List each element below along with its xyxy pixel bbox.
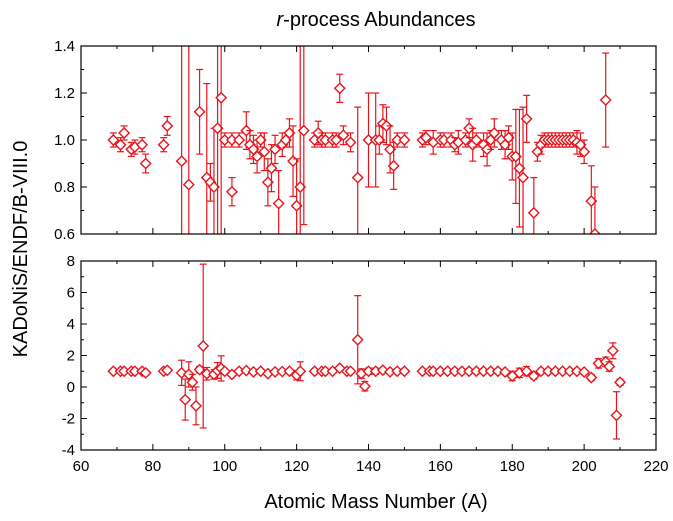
data-point: [118, 126, 131, 139]
data-point: [283, 365, 296, 378]
panel-top: 0.6 0.8 1.0 1.2 1.4: [54, 38, 657, 243]
data-point: [491, 365, 504, 378]
data-point: [517, 171, 530, 184]
data-point: [197, 340, 210, 353]
y-tick-label: 4: [67, 316, 75, 333]
data-point: [157, 138, 170, 151]
chart-title: r-process Abundances: [276, 9, 475, 31]
panel-frame: [80, 260, 657, 451]
data-point: [161, 364, 174, 377]
data-point: [387, 159, 400, 172]
data-point: [610, 409, 623, 422]
data-point: [186, 376, 199, 389]
data-point: [258, 145, 271, 158]
data-series: [107, 263, 627, 440]
data-point: [200, 367, 213, 380]
y-tick-label: 2: [67, 348, 75, 365]
y-axis-title: KADoNiS/ENDF/B-VIII.0: [10, 141, 32, 358]
y-tick-label: 1.0: [54, 132, 75, 149]
data-point: [265, 162, 278, 175]
y-tick-label: 1.4: [54, 38, 75, 55]
y-tick-label: 0.6: [54, 226, 75, 243]
data-point: [139, 157, 152, 170]
data-point: [599, 94, 612, 107]
data-point: [520, 365, 533, 378]
x-axis-title: Atomic Mass Number (A): [264, 491, 487, 513]
x-tick-label: 180: [500, 458, 525, 475]
data-point: [297, 124, 310, 137]
data-point: [215, 91, 228, 104]
data-series: [107, 46, 612, 234]
data-point: [193, 105, 206, 118]
data-point: [420, 131, 432, 144]
data-point: [351, 171, 364, 184]
data-point: [520, 112, 533, 125]
data-point: [294, 365, 307, 378]
x-tick-label: 200: [572, 458, 597, 475]
data-point: [351, 333, 364, 346]
x-tick-label: 140: [356, 458, 381, 475]
data-point: [614, 376, 627, 389]
x-tick-label: 60: [73, 458, 90, 475]
chart-title-italic: r: [276, 9, 284, 31]
x-tick-label: 100: [212, 458, 237, 475]
data-point: [179, 393, 192, 406]
chart-title-rest: -process Abundances: [283, 9, 475, 31]
y-tick-label: 8: [67, 253, 75, 270]
data-point: [139, 366, 152, 379]
x-tick-label: 160: [428, 458, 453, 475]
data-point: [114, 138, 127, 151]
panel-bottom: -4 -2 0 2 4 6 8: [62, 253, 657, 459]
data-point: [398, 365, 411, 378]
data-point: [337, 129, 350, 142]
data-point: [182, 178, 195, 191]
y-tick-label: 0: [67, 379, 75, 396]
y-tick-label: -4: [62, 442, 75, 459]
data-point: [161, 119, 174, 132]
data-point: [488, 126, 501, 139]
data-point: [606, 344, 619, 357]
x-tick-label: 120: [284, 458, 309, 475]
x-tick-label: 220: [643, 458, 668, 475]
data-point: [344, 365, 357, 378]
y-tick-label: 0.8: [54, 179, 75, 196]
y-tick-label: -2: [62, 411, 75, 428]
panel-frame: [80, 45, 657, 235]
data-point: [225, 185, 238, 198]
x-tick-label: 80: [145, 458, 162, 475]
data-point: [251, 150, 264, 163]
data-point: [330, 134, 343, 146]
data-point: [603, 360, 616, 373]
data-point: [470, 134, 483, 146]
data-point: [136, 138, 149, 151]
data-point: [182, 368, 195, 381]
data-point: [240, 124, 253, 137]
data-point: [272, 197, 285, 210]
data-point: [463, 122, 476, 135]
data-point: [190, 399, 202, 412]
y-tick-label: 6: [67, 285, 75, 302]
panels: 0.6 0.8 1.0 1.2 1.4 -4 -2 0 2 4 6 8 60 80 100 120 140 160…: [54, 38, 668, 475]
data-point: [578, 366, 591, 379]
data-point: [107, 134, 120, 146]
data-point: [527, 369, 540, 382]
data-point: [527, 206, 540, 219]
data-point: [269, 143, 282, 156]
data-point: [233, 134, 246, 146]
data-point: [333, 82, 346, 95]
data-point: [175, 155, 188, 168]
y-tick-label: 1.2: [54, 85, 75, 102]
data-point: [358, 380, 371, 393]
data-point: [585, 371, 598, 384]
data-point: [380, 119, 393, 132]
data-point: [344, 136, 357, 149]
data-point: [578, 145, 591, 158]
data-point: [570, 365, 583, 378]
data-point: [588, 228, 601, 234]
data-point: [499, 366, 512, 379]
data-point: [398, 134, 411, 146]
